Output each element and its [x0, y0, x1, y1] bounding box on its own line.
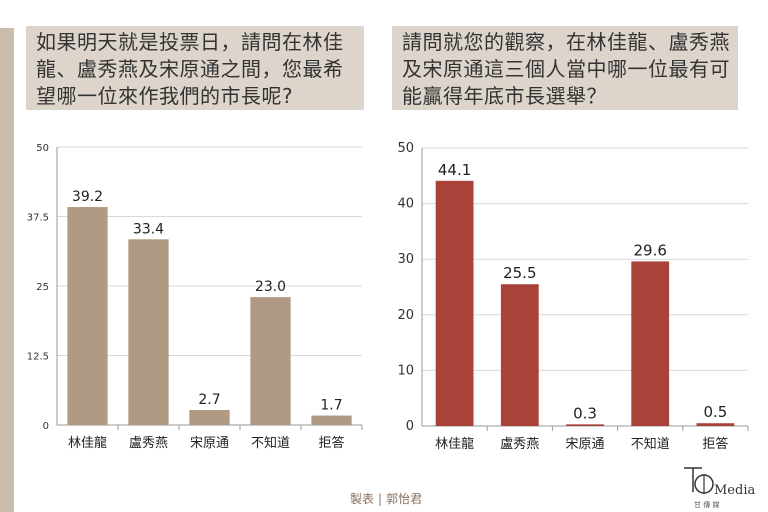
x-category-label: 宋原通: [190, 436, 229, 451]
x-category-label: 林佳龍: [68, 435, 107, 451]
credit-name: 郭怡君: [386, 492, 423, 506]
data-label: 33.4: [133, 221, 164, 237]
data-label: 0.5: [703, 403, 727, 421]
bar: [128, 239, 169, 425]
bar: [500, 284, 539, 426]
y-tick-label: 50: [397, 141, 414, 156]
media-logo: Media 甘 傳 媒: [684, 467, 755, 509]
data-label: 23.0: [255, 279, 286, 295]
data-label: 1.7: [320, 398, 342, 414]
bar: [311, 415, 352, 425]
data-label: 44.1: [438, 161, 471, 179]
data-label: 0.3: [573, 404, 597, 422]
bar: [631, 261, 670, 426]
bar: [67, 207, 108, 425]
bar: [435, 180, 474, 426]
logo-text: Media: [714, 483, 755, 498]
y-tick-label: 30: [397, 252, 414, 267]
bar: [566, 424, 604, 426]
y-tick-label: 0: [43, 421, 49, 432]
x-category-label: 不知道: [251, 435, 290, 451]
y-tick-label: 20: [397, 308, 414, 323]
bar: [189, 409, 230, 425]
x-category-label: 拒答: [702, 436, 728, 452]
bar: [696, 423, 735, 426]
y-tick-label: 12.5: [27, 352, 49, 363]
question-2-text: 請問就您的觀察，在林佳龍、盧秀燕及宋原通這三個人當中哪一位最有可能贏得年底市長選…: [402, 30, 730, 108]
support-bar-chart: 0 12.5 25 37.5 50 39.2 林佳龍 33.4 盧秀燕 2.7 宋原通 23.0 不知道…: [27, 143, 363, 451]
data-label: 25.5: [503, 264, 536, 282]
data-label: 2.7: [198, 392, 220, 408]
question-2-box: 請問就您的觀察，在林佳龍、盧秀燕及宋原通這三個人當中哪一位最有可能贏得年底市長選…: [392, 26, 738, 110]
x-category-label: 宋原通: [565, 437, 604, 452]
data-label: 39.2: [72, 189, 103, 205]
x-category-label: 林佳龍: [435, 436, 474, 452]
bar: [250, 297, 291, 425]
win-prediction-bar-chart: 0 10 20 30 40 50 44.1 林佳龍 25.5 盧秀燕 0.3 宋原通 29.6 不知道 0.…: [397, 141, 749, 452]
x-category-label: 拒答: [318, 435, 344, 451]
credit-line: 製表 | 郭怡君: [350, 490, 422, 507]
logo-subtext: 甘 傳 媒: [694, 500, 719, 509]
y-tick-label: 50: [36, 143, 49, 154]
x-category-label: 不知道: [631, 436, 670, 452]
credit-separator: |: [378, 492, 383, 506]
y-tick-label: 0: [406, 419, 414, 434]
left-accent-strip: [0, 28, 14, 512]
data-label: 29.6: [633, 241, 666, 259]
question-1-text: 如果明天就是投票日，請問在林佳龍、盧秀燕及宋原通之間，您最希望哪一位來作我們的市…: [36, 30, 344, 108]
question-1-box: 如果明天就是投票日，請問在林佳龍、盧秀燕及宋原通之間，您最希望哪一位來作我們的市…: [26, 26, 364, 110]
y-tick-label: 40: [397, 197, 414, 212]
y-tick-label: 37.5: [27, 213, 49, 224]
x-category-label: 盧秀燕: [129, 436, 168, 451]
y-tick-label: 25: [36, 282, 49, 293]
y-tick-label: 10: [397, 363, 414, 378]
x-category-label: 盧秀燕: [500, 437, 539, 452]
credit-label: 製表: [350, 492, 375, 506]
